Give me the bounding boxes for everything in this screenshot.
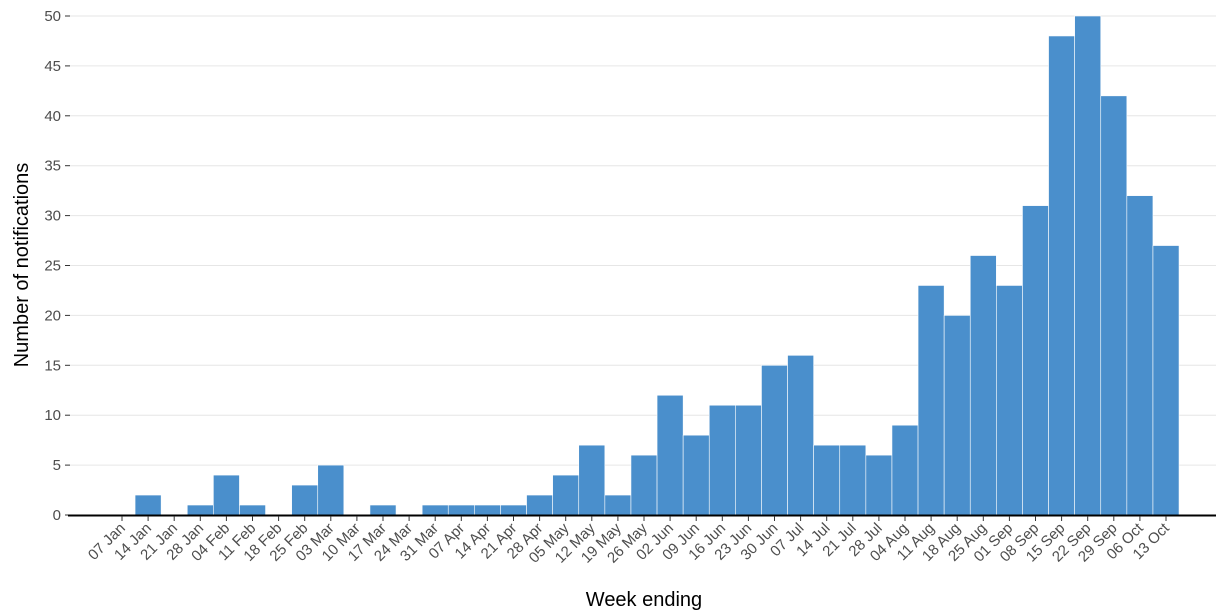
gridlines [70,15,1216,466]
bar-18-aug [943,315,971,516]
y-tick-label: 45 [44,58,61,75]
bar-21-jul [839,444,867,516]
bar-12-may [578,444,606,516]
bar-25-aug [969,255,997,516]
bar-14-jan [134,494,162,516]
bar-08-sep [1022,205,1049,516]
y-axis-title: Number of notifications [11,163,33,368]
bar-01-sep [996,285,1023,516]
y-tick-label: 15 [44,357,61,374]
bar-23-jun [735,404,762,516]
bar-30-jun [761,364,788,516]
bar-15-sep [1048,35,1075,516]
y-tick-label: 10 [44,407,61,424]
y-tick-label: 30 [44,208,61,225]
bar-07-apr [447,504,475,516]
y-tick-label: 20 [44,307,61,324]
bar-26-may [630,454,658,516]
bars-group [134,15,1180,516]
y-tick-label: 40 [44,108,61,125]
bar-07-jul [787,355,814,516]
bar-28-apr [526,494,553,516]
bar-03-mar [317,464,345,516]
bar-04-aug [891,424,919,516]
y-tick-label: 50 [44,8,61,25]
y-tick-label: 35 [44,158,61,175]
bar-14-apr [474,504,501,516]
bar-09-jun [682,434,710,516]
bar-22-sep [1074,15,1102,516]
bar-31-mar [421,504,449,516]
bar-14-jul [813,444,841,516]
bar-29-sep [1100,95,1128,516]
bar-25-feb [291,484,319,516]
bar-28-jan [186,504,214,516]
bar-16-jun [708,404,736,516]
y-tick-label: 25 [44,258,61,275]
y-axis: 0 5 10 15 20 25 30 35 40 45 50 [44,8,70,524]
bar-11-feb [239,504,266,516]
bar-11-aug [917,285,945,516]
bar-04-feb [213,474,240,516]
bar-05-may [552,474,580,516]
bar-19-may [604,494,632,516]
x-axis-title: Week ending [586,589,702,611]
bar-17-mar [369,504,397,516]
y-tick-label: 0 [53,507,61,524]
bar-02-jun [656,394,684,516]
bar-06-oct [1126,195,1154,516]
y-tick-label: 5 [53,457,61,474]
bar-21-apr [500,504,527,516]
bar-28-jul [865,454,893,516]
bar-13-oct [1152,245,1180,516]
